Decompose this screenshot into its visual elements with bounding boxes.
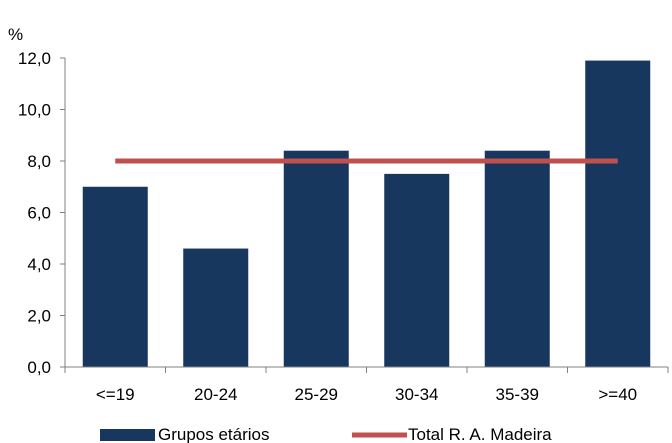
legend-label-bars: Grupos etários [158, 425, 270, 443]
y-tick-label: 8,0 [27, 152, 51, 171]
y-tick-label: 2,0 [27, 307, 51, 326]
y-unit-label: % [8, 25, 23, 44]
y-tick-label: 12,0 [18, 49, 51, 68]
bar [585, 60, 651, 367]
y-tick-label: 10,0 [18, 101, 51, 120]
y-tick-label: 6,0 [27, 204, 51, 223]
x-axis: <=19 20-24 25-29 30-34 35-39 >=40 [64, 366, 669, 404]
y-axis: 0,0 2,0 4,0 6,0 8,0 10,0 12,0 [18, 49, 66, 377]
x-tick-label: 25-29 [295, 385, 338, 404]
bar [283, 150, 349, 367]
legend: Grupos etários Total R. A. Madeira [100, 425, 552, 443]
bar [384, 173, 450, 367]
bar [183, 248, 249, 367]
bar [484, 150, 550, 367]
y-tick-label: 0,0 [27, 358, 51, 377]
x-tick-label: 20-24 [194, 385, 237, 404]
y-tick-label: 4,0 [27, 255, 51, 274]
legend-label-line: Total R. A. Madeira [408, 425, 552, 443]
x-tick-label: 30-34 [395, 385, 438, 404]
bar [82, 186, 148, 367]
x-tick-label: <=19 [96, 385, 135, 404]
bar-series [82, 60, 651, 367]
x-tick-label: 35-39 [496, 385, 539, 404]
x-tick-label: >=40 [598, 385, 637, 404]
legend-swatch-bars [100, 429, 155, 441]
